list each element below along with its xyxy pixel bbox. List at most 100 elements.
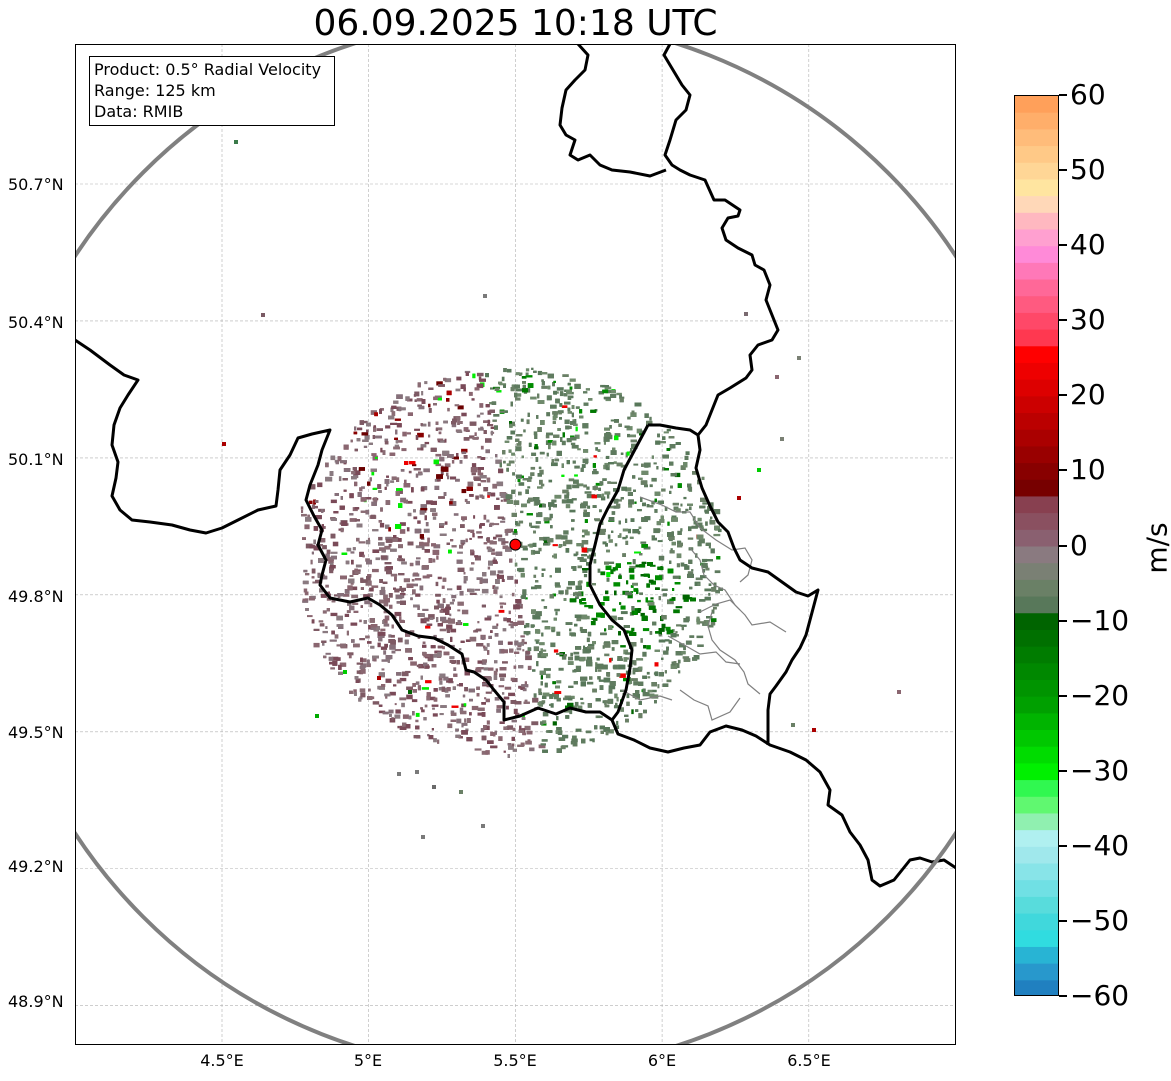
velocity-echo-pixel — [512, 748, 517, 752]
velocity-echo-pixel — [438, 676, 443, 681]
velocity-echo-pixel — [516, 647, 522, 651]
velocity-echo-pixel — [457, 609, 461, 612]
velocity-echo-pixel — [542, 712, 549, 717]
velocity-echo-pixel — [431, 704, 439, 707]
velocity-echo-pixel — [667, 599, 674, 605]
velocity-echo-pixel — [503, 617, 507, 622]
velocity-echo-pixel — [556, 653, 563, 655]
velocity-echo-pixel — [608, 462, 614, 465]
velocity-echo-pixel — [553, 617, 557, 621]
velocity-echo-pixel — [665, 626, 671, 631]
velocity-echo-pixel — [406, 583, 414, 588]
velocity-echo-pixel — [388, 709, 394, 714]
velocity-echo-pixel — [612, 567, 616, 572]
velocity-echo-pixel — [692, 657, 698, 661]
velocity-echo-pixel — [568, 478, 575, 482]
velocity-echo-pixel — [562, 432, 565, 438]
velocity-echo-pixel — [437, 439, 441, 443]
velocity-echo-pixel — [561, 405, 568, 408]
velocity-echo-pixel — [401, 448, 407, 452]
velocity-echo-pixel — [620, 707, 624, 712]
velocity-echo-pixel — [556, 631, 561, 636]
velocity-echo-pixel — [425, 625, 431, 629]
velocity-echo-pixel — [370, 410, 377, 415]
velocity-echo-pixel — [499, 673, 506, 678]
velocity-echo-pixel — [498, 538, 506, 542]
velocity-echo-pixel — [533, 370, 537, 373]
velocity-echo-pixel — [301, 513, 307, 517]
velocity-echo-pixel — [586, 562, 590, 566]
velocity-echo-pixel — [500, 499, 503, 502]
velocity-echo-pixel — [483, 542, 488, 545]
velocity-echo-pixel — [351, 559, 354, 565]
velocity-echo-pixel — [558, 544, 562, 548]
velocity-echo-pixel — [372, 487, 378, 490]
velocity-echo-pixel — [382, 619, 385, 624]
velocity-echo-pixel — [463, 427, 469, 432]
velocity-echo-pixel — [574, 434, 580, 439]
velocity-echo-pixel — [522, 388, 528, 393]
velocity-echo-pixel — [398, 558, 405, 562]
velocity-echo-pixel — [587, 505, 591, 509]
velocity-echo-pixel — [661, 588, 668, 591]
velocity-echo-pixel — [411, 579, 415, 582]
velocity-echo-pixel — [463, 623, 469, 626]
velocity-echo-pixel — [423, 717, 427, 721]
velocity-echo-pixel — [479, 580, 483, 584]
velocity-echo-pixel — [347, 652, 354, 656]
velocity-echo-pixel — [587, 631, 592, 637]
velocity-echo-pixel — [464, 370, 471, 373]
velocity-echo-pixel — [398, 555, 402, 559]
velocity-echo-pixel — [401, 671, 409, 677]
velocity-echo-pixel — [627, 433, 630, 438]
velocity-echo-pixel — [487, 494, 490, 498]
velocity-echo-pixel — [647, 676, 651, 679]
velocity-echo-pixel — [606, 549, 610, 553]
velocity-echo-pixel — [499, 383, 507, 386]
velocity-echo-pixel — [569, 425, 572, 429]
velocity-echo-pixel — [461, 516, 467, 520]
velocity-echo-pixel — [603, 727, 610, 732]
velocity-echo-pixel — [680, 503, 683, 507]
velocity-echo-pixel — [651, 477, 657, 482]
velocity-echo-pixel — [596, 612, 603, 618]
velocity-echo-pixel — [449, 501, 453, 505]
velocity-echo-pixel — [590, 409, 597, 413]
velocity-echo-pixel — [531, 586, 537, 590]
velocity-echo-pixel — [372, 435, 375, 439]
velocity-echo-pixel — [559, 403, 563, 407]
velocity-echo-pixel — [343, 444, 349, 450]
velocity-echo-pixel — [572, 419, 576, 423]
velocity-echo-pixel — [353, 689, 357, 695]
velocity-echo-pixel — [375, 557, 381, 561]
velocity-echo-pixel — [637, 608, 641, 613]
velocity-echo-pixel — [685, 640, 692, 645]
velocity-echo-pixel — [487, 615, 492, 620]
velocity-echo-pixel — [684, 564, 688, 567]
velocity-echo-pixel — [405, 724, 411, 729]
velocity-echo-pixel — [612, 665, 618, 669]
velocity-echo-pixel — [627, 492, 633, 496]
velocity-echo-pixel — [480, 412, 484, 415]
velocity-echo-pixel — [639, 592, 643, 595]
velocity-echo-pixel — [671, 541, 676, 546]
velocity-echo-pixel — [654, 509, 658, 513]
velocity-echo-pixel — [552, 544, 558, 547]
velocity-echo-pixel — [326, 597, 332, 601]
velocity-echo-pixel — [474, 748, 482, 751]
velocity-echo-pixel — [704, 588, 712, 592]
velocity-echo-pixel — [565, 622, 573, 625]
velocity-echo-pixel — [551, 499, 557, 503]
velocity-echo-pixel — [450, 539, 454, 542]
velocity-echo-pixel — [463, 576, 468, 581]
velocity-echo-pixel — [510, 401, 513, 407]
velocity-echo-pixel — [434, 485, 440, 490]
velocity-echo-pixel — [518, 482, 525, 486]
velocity-echo-pixel — [658, 672, 664, 677]
velocity-echo-pixel — [598, 391, 604, 395]
velocity-echo-pixel — [588, 643, 595, 647]
velocity-echo-pixel — [396, 679, 402, 684]
velocity-echo-pixel — [501, 649, 508, 654]
velocity-echo-pixel — [424, 441, 430, 445]
velocity-echo-pixel — [396, 601, 404, 604]
